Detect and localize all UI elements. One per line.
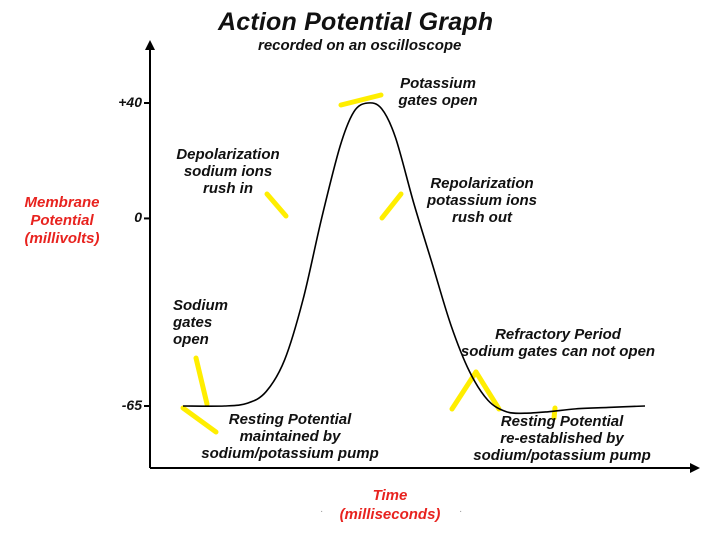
x-axis-arrow (690, 463, 700, 473)
annotation-pointers (180, 92, 558, 435)
chart-title: Action Potential Graph (218, 8, 494, 36)
annotation-pointer-stroke (449, 369, 479, 412)
annotation-pointer-stroke (193, 355, 210, 407)
annotation-pointer-stroke (379, 191, 404, 221)
axes (145, 40, 700, 473)
action-potential-curve (182, 102, 646, 415)
x-axis-label: Time (milliseconds) (339, 487, 441, 523)
annotation-pointer-stroke (551, 405, 558, 421)
y-axis-arrow (145, 40, 155, 50)
annotation-pointer-stroke (264, 191, 289, 219)
y-axis-label: Membrane Potential (millivolts) (24, 194, 100, 247)
annotation-pointer-stroke (180, 405, 219, 435)
annotation-sodium-gates-open: Sodium gates open (173, 297, 228, 348)
y-tick-label-plus-40: +40 (118, 94, 142, 110)
annotation-refractory-period: Refractory Period sodium gates can not op… (460, 326, 656, 360)
annotation-pointer-stroke (473, 369, 502, 412)
decorative-dot: · (320, 506, 324, 517)
decorative-dot: · (459, 506, 463, 517)
y-axis-ticks (144, 102, 150, 407)
y-tick-label-minus-65: -65 (121, 397, 142, 413)
annotation-resting-potential-maintained: Resting Potential maintained by sodium/pot… (201, 411, 379, 462)
chart-subtitle: recorded on an oscilloscope (258, 37, 462, 54)
y-tick-label-zero: 0 (134, 209, 142, 226)
annotation-repolarization: Repolarization potassium ions rush out (426, 175, 538, 226)
annotation-pointer-stroke (338, 92, 384, 108)
annotation-potassium-gates-open: Potassium gates open (398, 75, 478, 109)
annotation-depolarization: Depolarization sodium ions rush in (176, 146, 280, 197)
annotation-resting-potential-reestablished: Resting Potential re-established by sodium… (473, 413, 651, 464)
